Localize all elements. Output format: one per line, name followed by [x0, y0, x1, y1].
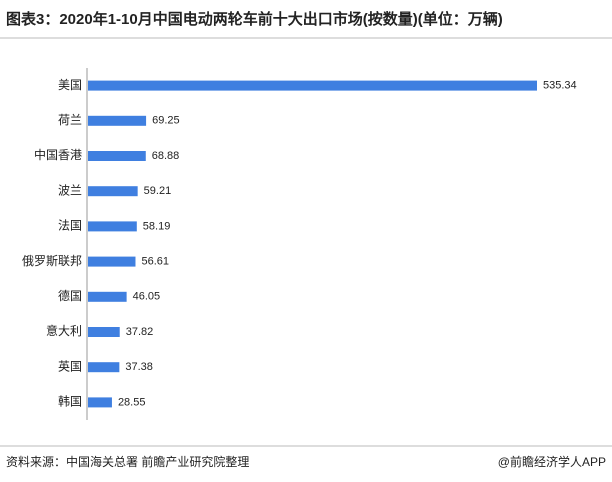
value-label: 59.21: [144, 185, 172, 197]
value-label: 37.38: [125, 361, 153, 373]
value-label: 535.34: [543, 80, 577, 92]
category-label: 德国: [58, 288, 82, 303]
bar: [88, 186, 138, 197]
bar: [88, 80, 537, 91]
category-label: 法国: [58, 219, 82, 233]
bar: [88, 221, 137, 232]
category-label: 英国: [58, 359, 82, 373]
category-label: 俄罗斯联邦: [22, 254, 82, 268]
category-label: 美国: [58, 78, 82, 92]
value-label: 58.19: [143, 220, 171, 232]
category-label: 波兰: [58, 183, 82, 197]
chart-title: 图表3：2020年1-10月中国电动两轮车前十大出口市场(按数量)(单位：万辆): [6, 10, 503, 28]
category-label: 韩国: [58, 394, 82, 409]
value-label: 69.25: [152, 115, 180, 127]
category-label: 荷兰: [58, 113, 82, 127]
bar: [88, 397, 112, 408]
value-label: 37.82: [126, 326, 154, 338]
credit: @前瞻经济学人APP: [498, 454, 606, 469]
bar: [88, 115, 147, 126]
category-label: 意大利: [46, 323, 82, 338]
value-label: 68.88: [152, 150, 180, 162]
bar: [88, 327, 120, 337]
bar: [88, 256, 136, 267]
value-label: 28.55: [118, 396, 146, 408]
value-label: 56.61: [141, 256, 169, 268]
bar: [88, 291, 127, 302]
category-label: 中国香港: [34, 147, 82, 162]
value-label: 46.05: [133, 291, 161, 303]
source-note: 资料来源：中国海关总署 前瞻产业研究院整理: [6, 454, 249, 469]
bar: [88, 151, 146, 161]
bar: [88, 362, 120, 373]
